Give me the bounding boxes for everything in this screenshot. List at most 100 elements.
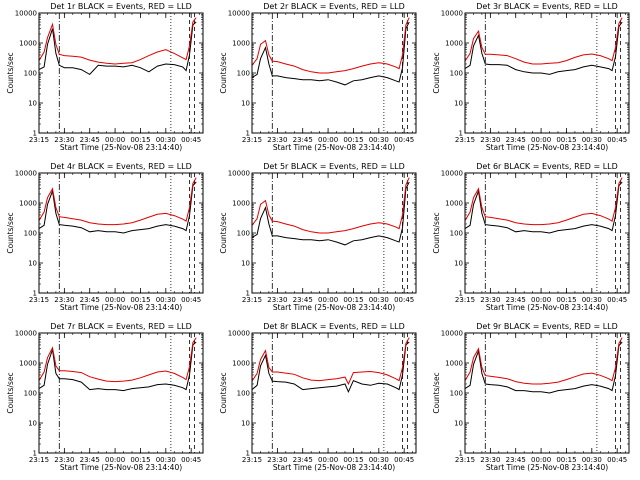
- chart-8-y-tick-label: 100: [450, 390, 463, 398]
- chart-6-y-tick-label: 1: [33, 450, 37, 458]
- chart-6-lld-series: [38, 337, 197, 383]
- chart-0-x-tick-label: 00:45: [181, 136, 201, 144]
- chart-7-x-tick-label: 00:30: [369, 456, 389, 464]
- chart-3-x-tick-label: 00:00: [105, 296, 125, 304]
- chart-0-x-tick-label: 23:30: [54, 136, 74, 144]
- chart-6-x-tick-label: 00:15: [130, 456, 150, 464]
- chart-6-y-tick-label: 10: [28, 420, 37, 428]
- chart-5-title: Det 6r BLACK = Events, RED = LLD: [476, 162, 618, 171]
- chart-4-y-tick-label: 10000: [228, 170, 250, 178]
- chart-0-plot-frame: [38, 12, 204, 134]
- chart-2-y-tick-label: 10: [454, 100, 463, 108]
- chart-2-x-tick-label: 23:30: [480, 136, 500, 144]
- chart-2-y-axis-label: Counts/sec: [432, 52, 441, 93]
- chart-1-y-axis-label: Counts/sec: [219, 52, 228, 93]
- chart-8-lld-series: [464, 337, 623, 385]
- chart-3-x-tick-label: 23:45: [80, 296, 100, 304]
- chart-8-title: Det 9r BLACK = Events, RED = LLD: [476, 322, 618, 331]
- chart-5-y-tick-label: 10000: [441, 170, 463, 178]
- chart-5-x-axis-label: Start Time (25-Nov-08 23:14:40): [486, 303, 608, 312]
- chart-7-x-axis-label: Start Time (25-Nov-08 23:14:40): [273, 463, 395, 472]
- chart-0-x-tick-label: 23:45: [80, 136, 100, 144]
- chart-3-y-tick-label: 10000: [15, 170, 37, 178]
- chart-5: Det 6r BLACK = Events, RED = LLD 1 10 100 10…: [432, 162, 630, 312]
- chart-8-x-axis-label: Start Time (25-Nov-08 23:14:40): [486, 463, 608, 472]
- chart-1-y-tick-label: 10: [241, 100, 250, 108]
- chart-5-events-series: [464, 181, 623, 234]
- chart-6-events-series: [38, 341, 197, 392]
- chart-7-x-tick-label: 00:45: [394, 456, 414, 464]
- chart-6-x-tick-label: 00:30: [156, 456, 176, 464]
- chart-4-x-tick-label: 00:00: [318, 296, 338, 304]
- chart-1-x-tick-label: 23:15: [242, 136, 262, 144]
- chart-7-y-tick-label: 10000: [228, 330, 250, 338]
- chart-4-x-tick-label: 00:30: [369, 296, 389, 304]
- chart-8-x-tick-label: 00:45: [607, 456, 627, 464]
- chart-5-x-tick-label: 23:15: [455, 296, 475, 304]
- chart-6: Det 7r BLACK = Events, RED = LLD 1 10 100 10…: [6, 322, 204, 472]
- chart-8-x-tick-label: 23:30: [480, 456, 500, 464]
- chart-6-x-tick-label: 23:45: [80, 456, 100, 464]
- chart-0-events-series: [38, 21, 197, 76]
- chart-4-x-tick-label: 23:30: [267, 296, 287, 304]
- chart-3-y-tick-label: 1: [33, 290, 37, 298]
- chart-4-y-tick-label: 1: [246, 290, 250, 298]
- chart-0: Det 1r BLACK = Events, RED = LLD 1 10 100 10…: [6, 2, 204, 152]
- chart-3-y-tick-label: 10: [28, 260, 37, 268]
- chart-7-x-tick-label: 00:00: [318, 456, 338, 464]
- chart-3-y-axis-label: Counts/sec: [6, 212, 15, 253]
- chart-6-y-tick-label: 100: [24, 390, 37, 398]
- chart-1: Det 2r BLACK = Events, RED = LLD 1 10 100 10…: [219, 2, 417, 152]
- chart-4-x-tick-label: 00:15: [343, 296, 363, 304]
- chart-2-title: Det 3r BLACK = Events, RED = LLD: [476, 2, 618, 11]
- chart-5-lld-series: [464, 177, 623, 226]
- chart-0-y-axis-label: Counts/sec: [6, 52, 15, 93]
- chart-5-x-tick-label: 23:30: [480, 296, 500, 304]
- chart-8-y-axis-label: Counts/sec: [432, 372, 441, 413]
- chart-7: Det 8r BLACK = Events, RED = LLD 1 10 100 10…: [219, 322, 417, 472]
- chart-2-y-tick-label: 10000: [441, 10, 463, 18]
- chart-1-x-tick-label: 00:30: [369, 136, 389, 144]
- chart-1-x-axis-label: Start Time (25-Nov-08 23:14:40): [273, 143, 395, 152]
- chart-6-x-tick-label: 23:30: [54, 456, 74, 464]
- chart-0-title: Det 1r BLACK = Events, RED = LLD: [50, 2, 192, 11]
- chart-4-plot-frame: [251, 172, 417, 294]
- chart-6-x-tick-label: 00:00: [105, 456, 125, 464]
- chart-7-x-tick-label: 23:45: [293, 456, 313, 464]
- chart-4: Det 5r BLACK = Events, RED = LLD 1 10 100 10…: [219, 162, 417, 312]
- chart-0-x-tick-label: 00:15: [130, 136, 150, 144]
- chart-8-plot-frame: [464, 332, 630, 454]
- chart-7-x-tick-label: 00:15: [343, 456, 363, 464]
- chart-7-y-tick-label: 1000: [232, 360, 250, 368]
- chart-1-x-tick-label: 00:15: [343, 136, 363, 144]
- chart-2-lld-series: [464, 17, 623, 65]
- chart-8: Det 9r BLACK = Events, RED = LLD 1 10 100 10…: [432, 322, 630, 472]
- chart-8-y-tick-label: 1000: [445, 360, 463, 368]
- chart-6-y-axis-label: Counts/sec: [6, 372, 15, 413]
- chart-8-y-tick-label: 10000: [441, 330, 463, 338]
- chart-1-title: Det 2r BLACK = Events, RED = LLD: [263, 2, 405, 11]
- chart-1-lld-series: [251, 17, 410, 74]
- chart-1-y-tick-label: 100: [237, 70, 250, 78]
- chart-2-x-tick-label: 23:45: [506, 136, 526, 144]
- chart-7-x-tick-label: 23:15: [242, 456, 262, 464]
- chart-2-y-tick-label: 1: [459, 130, 463, 138]
- chart-5-x-tick-label: 00:15: [556, 296, 576, 304]
- chart-6-x-axis-label: Start Time (25-Nov-08 23:14:40): [60, 463, 182, 472]
- chart-6-x-tick-label: 23:15: [29, 456, 49, 464]
- chart-1-x-tick-label: 23:45: [293, 136, 313, 144]
- chart-5-x-tick-label: 00:45: [607, 296, 627, 304]
- chart-5-y-tick-label: 10: [454, 260, 463, 268]
- chart-8-x-tick-label: 23:15: [455, 456, 475, 464]
- chart-1-x-tick-label: 00:00: [318, 136, 338, 144]
- chart-8-events-series: [464, 341, 623, 394]
- chart-0-y-tick-label: 100: [24, 70, 37, 78]
- chart-2-y-tick-label: 1000: [445, 40, 463, 48]
- chart-0-y-tick-label: 10000: [15, 10, 37, 18]
- chart-1-x-tick-label: 00:45: [394, 136, 414, 144]
- chart-3: Det 4r BLACK = Events, RED = LLD 1 10 100 10…: [6, 162, 204, 312]
- chart-4-title: Det 5r BLACK = Events, RED = LLD: [263, 162, 405, 171]
- chart-4-x-tick-label: 00:45: [394, 296, 414, 304]
- chart-5-x-tick-label: 00:00: [531, 296, 551, 304]
- chart-7-events-series: [251, 341, 410, 394]
